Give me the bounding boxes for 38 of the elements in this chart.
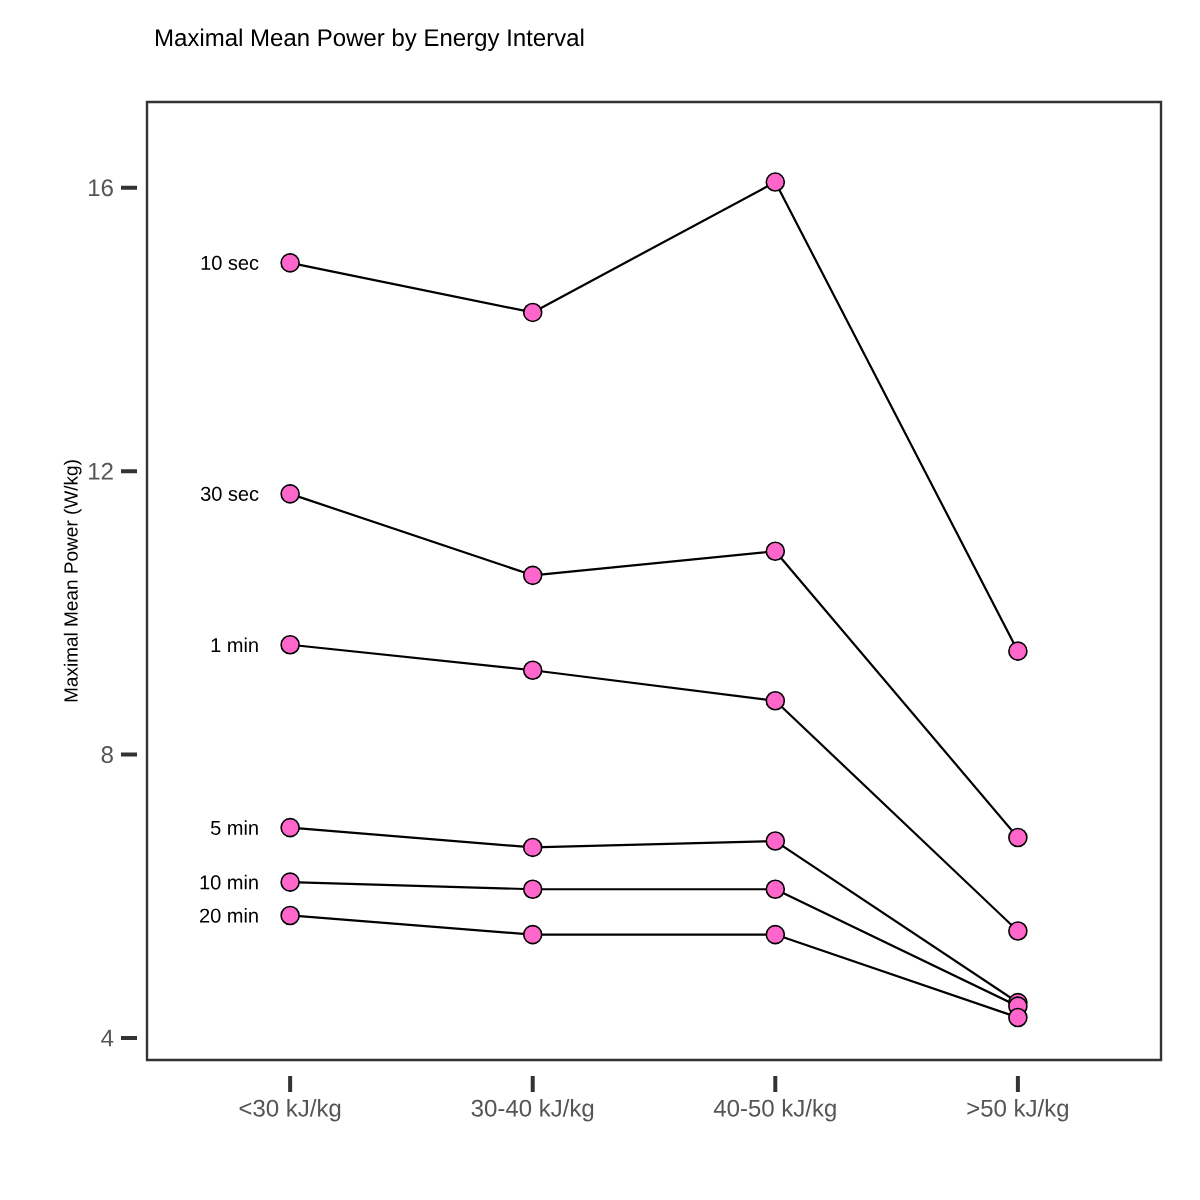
x-tick-label: >50 kJ/kg xyxy=(967,1099,1069,1122)
series-label: 20 min xyxy=(200,908,258,923)
point xyxy=(280,872,300,892)
series-label: 1 min xyxy=(211,637,258,653)
point xyxy=(522,660,543,681)
point xyxy=(1008,1007,1028,1028)
y-tick-label: 16 xyxy=(89,179,113,197)
point xyxy=(280,484,300,504)
series-label: 10 min xyxy=(200,874,258,890)
point xyxy=(522,879,543,900)
x-tick-label: <30 kJ/kg xyxy=(239,1099,341,1122)
series-label: 5 min xyxy=(210,820,258,835)
point xyxy=(280,905,300,926)
point xyxy=(765,831,786,851)
series-label: 30 sec xyxy=(200,486,259,501)
chart-title: Maximal Mean Power by Energy Interval xyxy=(156,28,584,51)
point xyxy=(765,172,786,192)
point xyxy=(522,565,543,586)
point xyxy=(765,690,786,711)
x-tick-label: 30-40 kJ/kg xyxy=(471,1099,594,1122)
x-tick-label: 40-50 kJ/kg xyxy=(713,1099,836,1122)
series-label: 10 sec xyxy=(201,255,259,270)
point xyxy=(522,302,543,323)
y-tick-label: 8 xyxy=(101,746,113,764)
y-tick-label: 12 xyxy=(89,462,113,480)
point xyxy=(765,541,786,562)
point xyxy=(765,924,786,945)
point xyxy=(280,253,300,273)
point xyxy=(280,634,300,655)
point xyxy=(1008,827,1028,848)
point xyxy=(522,837,543,858)
point xyxy=(765,879,786,900)
y-tick-label: 4 xyxy=(101,1029,114,1047)
point xyxy=(1008,641,1028,661)
point xyxy=(1008,921,1028,941)
point xyxy=(522,924,543,945)
point xyxy=(280,817,300,838)
y-axis-title: Maximal Mean Power (W/kg) xyxy=(63,460,82,702)
